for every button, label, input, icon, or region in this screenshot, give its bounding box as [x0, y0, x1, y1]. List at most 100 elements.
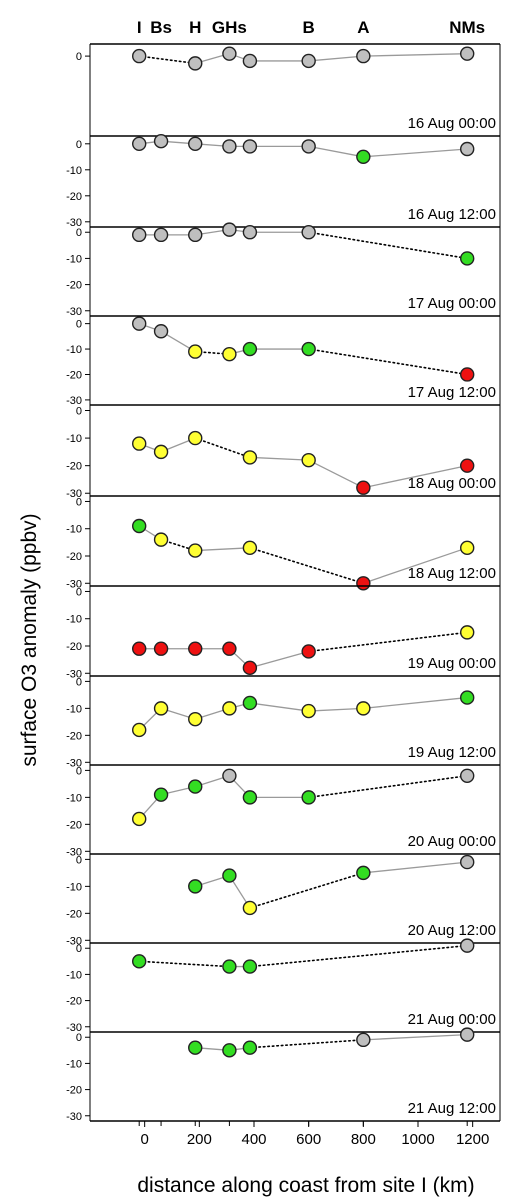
panel-4: 0 -10 -20 -30 17 Aug 12:00 [66, 315, 501, 407]
y-tick-label: -20 [66, 280, 82, 292]
data-point-yellow [188, 543, 203, 558]
data-point-yellow [242, 450, 258, 465]
y-tick-label: -10 [66, 703, 82, 715]
data-point-grey [131, 48, 147, 64]
data-point-yellow [222, 701, 237, 716]
data-point-grey [131, 227, 147, 243]
data-point-green [356, 149, 371, 165]
data-point-yellow [131, 436, 147, 451]
panel-time-label: 21 Aug 12:00 [408, 1100, 496, 1117]
data-point-red [242, 660, 258, 676]
data-point-green [460, 251, 475, 266]
panel-time-label: 18 Aug 00:00 [408, 475, 496, 492]
data-point-green [153, 787, 169, 802]
y-tick-label: 0 [76, 1032, 82, 1044]
series-segment [249, 456, 309, 461]
data-point-yellow [460, 540, 475, 556]
series-segment [308, 459, 364, 489]
data-point-grey [242, 225, 258, 240]
y-tick-label: -30 [66, 846, 82, 858]
data-point-grey [242, 53, 258, 69]
x-tick-label: 400 [241, 1131, 266, 1148]
data-point-grey [131, 136, 147, 152]
y-axis-title: surface O3 anomaly (ppbv) [18, 513, 41, 766]
panel-time-label: 19 Aug 00:00 [408, 655, 496, 672]
y-tick-label: -30 [66, 488, 82, 500]
data-point-green [188, 879, 203, 894]
series-segment [363, 547, 468, 584]
data-point-yellow [356, 701, 371, 716]
panel-time-label: 20 Aug 00:00 [408, 833, 496, 850]
data-point-red [460, 458, 475, 473]
panel-time-label: 17 Aug 12:00 [408, 384, 496, 401]
data-point-grey [153, 227, 169, 243]
data-point-grey [460, 938, 475, 953]
series-segment [307, 774, 469, 799]
y-tick-label: -10 [66, 881, 82, 893]
panel-3: 0 -10 -20 -30 17 Aug 00:00 [66, 222, 501, 318]
y-tick-label: -30 [66, 1111, 82, 1123]
data-point-grey [188, 136, 203, 152]
panel-time-label: 20 Aug 12:00 [408, 922, 496, 939]
data-point-yellow [153, 532, 169, 547]
data-point-red [222, 641, 237, 656]
series-segment [363, 53, 468, 57]
data-point-green [242, 959, 258, 974]
data-point-grey [131, 316, 147, 331]
series-segment [138, 960, 231, 968]
data-point-yellow [222, 346, 237, 362]
data-point-red [131, 641, 147, 656]
y-tick-label: -30 [66, 668, 82, 680]
series-segment [195, 547, 250, 552]
data-point-green [188, 779, 203, 794]
x-tick-label: 0 [140, 1131, 148, 1148]
data-point-grey [460, 854, 475, 870]
series-segment [363, 148, 468, 158]
data-point-grey [301, 225, 316, 240]
y-tick-label: -20 [66, 996, 82, 1008]
data-point-grey [153, 133, 169, 149]
series-segment [249, 547, 365, 585]
panel-12: 0 -10 -20 -30 21 Aug 12:00 [66, 1027, 501, 1123]
data-point-yellow [460, 625, 475, 640]
panel-8: 0 -10 -20 -30 19 Aug 12:00 [66, 675, 501, 769]
site-label-h: H [189, 18, 201, 37]
y-tick-label: -30 [66, 306, 82, 318]
x-axis: 0 200 400 600 800 1000 1200 [90, 1120, 500, 1148]
y-tick-label: 0 [76, 319, 82, 331]
data-point-green [242, 790, 258, 805]
data-point-green [301, 790, 316, 805]
y-tick-label: 0 [76, 139, 82, 151]
data-point-yellow [188, 711, 203, 727]
data-point-grey [222, 139, 237, 154]
series-segment [249, 944, 469, 968]
data-point-grey [188, 56, 203, 71]
series-segment [249, 702, 309, 712]
data-point-yellow [301, 452, 316, 468]
series-segment [308, 145, 364, 158]
y-tick-label: -20 [66, 819, 82, 831]
series-segment [307, 631, 469, 653]
data-point-grey [188, 227, 203, 243]
data-point-grey [356, 1032, 371, 1048]
data-point-red [301, 644, 316, 659]
y-tick-label: -20 [66, 908, 82, 920]
data-point-grey [356, 48, 371, 64]
data-point-grey [460, 46, 475, 61]
series-segment [249, 1039, 365, 1049]
site-labels: I Bs H GHs B A NMs [137, 18, 485, 37]
y-tick-label: -30 [66, 935, 82, 947]
y-tick-label: -10 [66, 344, 82, 356]
y-tick-label: -10 [66, 165, 82, 177]
y-tick-label: -20 [66, 1085, 82, 1097]
data-point-yellow [131, 722, 147, 738]
y-tick-label: 0 [76, 496, 82, 508]
y-tick-label: -20 [66, 641, 82, 653]
data-point-red [460, 367, 475, 382]
series-segment [308, 707, 364, 712]
data-point-grey [460, 768, 475, 783]
data-point-green [222, 959, 237, 974]
data-point-green [188, 1040, 203, 1055]
data-point-yellow [188, 344, 203, 359]
data-point-yellow [242, 540, 258, 556]
